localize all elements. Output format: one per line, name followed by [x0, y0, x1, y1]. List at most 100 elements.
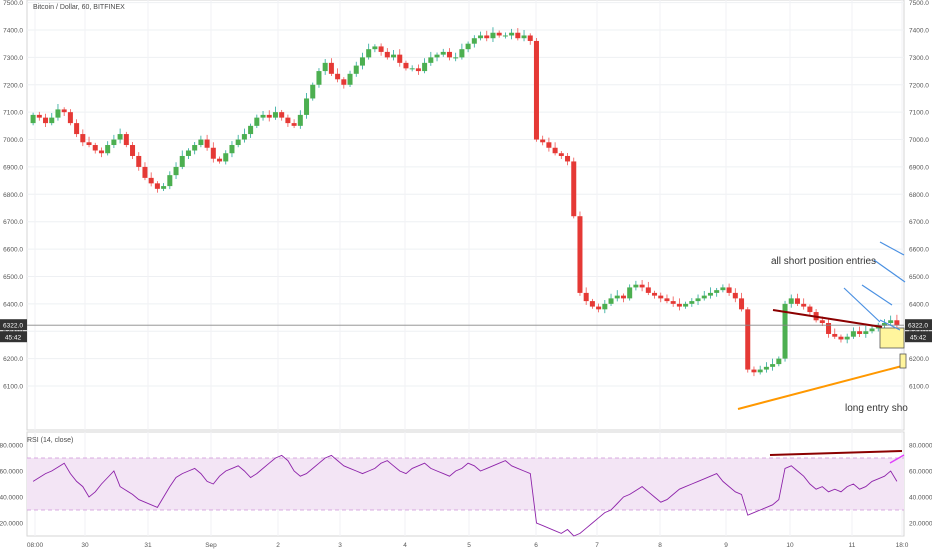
candle-body [260, 114, 266, 118]
candle-body [888, 320, 894, 324]
y-tick-label-left: 7500.0 [3, 0, 23, 7]
candle-body [695, 298, 701, 302]
rsi-trendline [769, 450, 903, 456]
candle-body [558, 153, 564, 156]
rsi-tick-label-left: 40.0000 [0, 495, 23, 502]
x-tick-label: 8 [658, 542, 662, 549]
candle-body [291, 123, 297, 126]
y-tick-label-left: 7200.0 [3, 82, 23, 89]
candle-body [652, 292, 658, 296]
y-tick-label-left: 7000.0 [3, 137, 23, 144]
x-tick-label: 18:0 [896, 542, 909, 549]
candle-body [409, 68, 415, 70]
y-tick-label-right: 6700.0 [909, 219, 929, 226]
candle-body [353, 65, 359, 74]
rsi-tick-label-left: 20.0000 [0, 521, 23, 528]
candle-body [248, 125, 254, 135]
chart-title: Bitcoin / Dollar, 60, BITFINEX [33, 4, 125, 11]
candle-body [204, 139, 210, 148]
candle-body [30, 114, 36, 124]
x-tick-label: 5 [467, 542, 471, 549]
candle-body [478, 35, 484, 39]
y-tick-label-left: 6600.0 [3, 247, 23, 254]
candle-body [86, 142, 92, 146]
candle-body [683, 303, 689, 307]
candle-body [391, 54, 397, 58]
candle-body [167, 175, 173, 187]
candle-body [732, 292, 738, 299]
rsi-arrow [889, 454, 905, 464]
candle-body [670, 301, 676, 304]
candle-body [726, 287, 732, 293]
candle-body [608, 298, 614, 304]
candle-body [36, 114, 42, 118]
candle-body [210, 147, 216, 159]
candle-body [484, 35, 490, 39]
support-trendline [737, 365, 903, 410]
countdown-label-left: 45:42 [5, 335, 22, 342]
candle-body [161, 186, 167, 189]
y-tick-label-left: 6200.0 [3, 356, 23, 363]
last-price-label-left: 6322.0 [3, 323, 23, 330]
candle-body [297, 114, 303, 126]
candle-body [844, 336, 850, 340]
candle-body [515, 32, 521, 39]
candle-body [496, 32, 502, 36]
candle-body [465, 43, 471, 50]
candle-body [434, 54, 440, 58]
short-entries-note: all short position entries [771, 256, 877, 267]
y-tick-label-left: 6800.0 [3, 192, 23, 199]
candle-body [676, 303, 682, 307]
candle-body [67, 112, 73, 124]
long-entry-box [899, 353, 907, 369]
x-tick-label: 11 [849, 542, 856, 549]
candle-body [527, 35, 533, 41]
candle-body [235, 139, 241, 146]
y-tick-label-left: 6100.0 [3, 384, 23, 391]
last-price-label-right: 6322.0 [908, 323, 928, 330]
rsi-band [27, 458, 904, 510]
candle-body [546, 142, 552, 148]
x-tick-label: 9 [724, 542, 728, 549]
candle-body [620, 295, 626, 299]
candle-body [850, 331, 856, 337]
candle-body [372, 46, 378, 50]
rsi-tick-label-right: 60.0000 [909, 469, 932, 476]
candle-body [43, 117, 49, 124]
candle-body [335, 73, 341, 80]
x-tick-label: 4 [403, 542, 407, 549]
y-tick-label-right: 6200.0 [909, 356, 929, 363]
candle-body [285, 117, 291, 124]
candle-body [266, 114, 272, 118]
candle-body [322, 62, 328, 72]
y-tick-label-right: 7000.0 [909, 137, 929, 144]
rsi-line [32, 454, 898, 537]
y-tick-label-left: 6900.0 [3, 164, 23, 171]
candle-body [757, 369, 763, 373]
candle-body [664, 298, 670, 302]
candle-body [689, 301, 695, 304]
rsi-tick-label-left: 80.0000 [0, 443, 23, 450]
candle-body [577, 216, 583, 293]
candle-body [565, 155, 571, 162]
countdown-tag-right [905, 331, 932, 343]
last-price-tag-right [905, 319, 932, 331]
long-entry-note: long entry sho [845, 403, 908, 414]
y-tick-label-left: 7100.0 [3, 110, 23, 117]
candle-body [453, 57, 459, 59]
x-tick-label: 2 [276, 542, 280, 549]
y-tick-label-right: 6900.0 [909, 164, 929, 171]
candle-body [788, 298, 794, 304]
candle-body [123, 134, 129, 146]
candle-body [341, 79, 347, 85]
candle-body [378, 46, 384, 52]
candle-body [422, 62, 428, 72]
y-tick-label-right: 7400.0 [909, 28, 929, 35]
annotation-arrow [873, 259, 906, 283]
candle-body [801, 303, 807, 307]
candle-body [366, 49, 372, 58]
x-tick-label: 10 [786, 542, 794, 549]
x-tick-label: Sep [205, 542, 217, 549]
candle-body [533, 40, 539, 140]
